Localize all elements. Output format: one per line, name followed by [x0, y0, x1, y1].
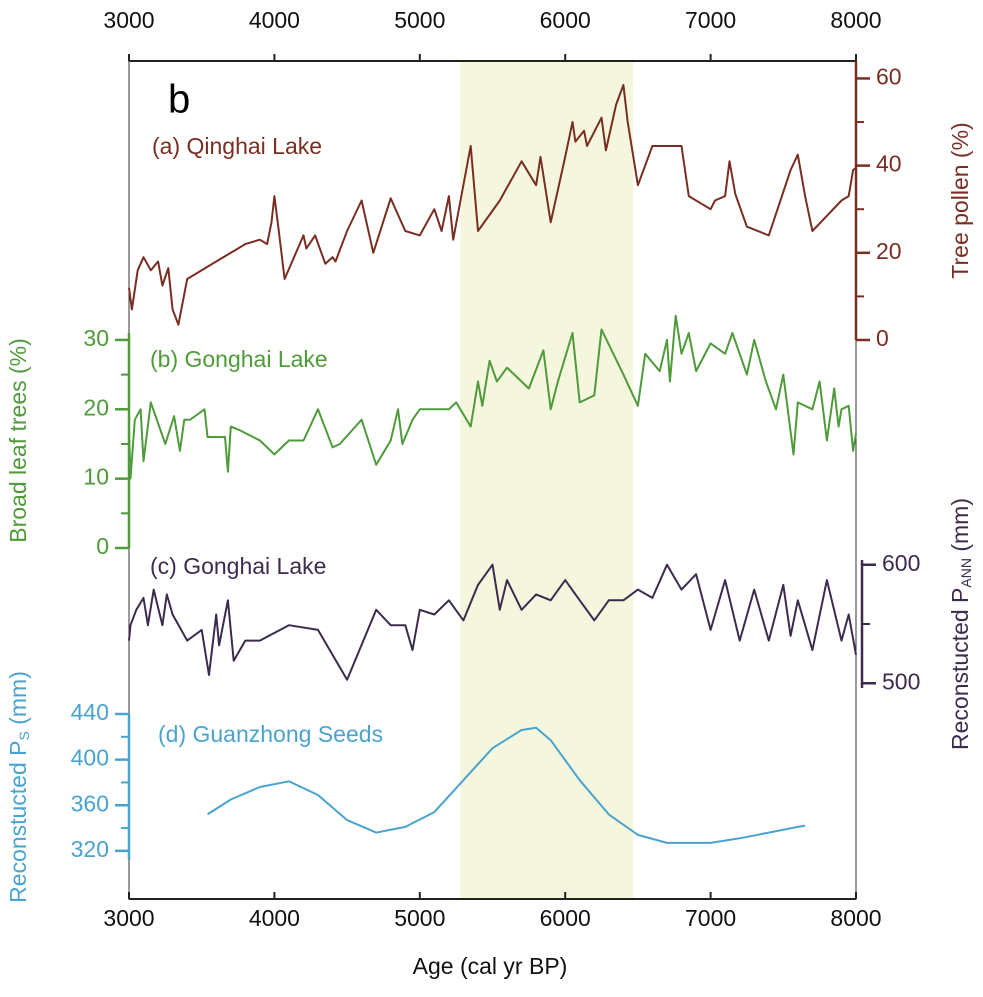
x-tick-label-bottom: 3000 — [103, 905, 154, 931]
x-tick-label-bottom: 7000 — [685, 905, 736, 931]
y-tick-label: 30 — [83, 325, 109, 351]
x-tick-label-bottom: 6000 — [540, 905, 591, 931]
x-tick-label-top: 5000 — [394, 7, 445, 33]
x-tick-label-bottom: 4000 — [249, 905, 300, 931]
y-axis-label: Reconstucted PANN (mm) — [947, 498, 974, 750]
y-axis-label-part: S — [16, 731, 32, 740]
y-tick-label: 10 — [83, 464, 109, 490]
series-label: (a) Qinghai Lake — [152, 133, 322, 159]
y-axis-label-part: (mm) — [947, 498, 973, 558]
y-tick-label: 360 — [71, 790, 109, 816]
y-tick-label: 40 — [876, 151, 902, 177]
y-tick-label: 320 — [71, 836, 109, 862]
x-tick-label-bottom: 5000 — [394, 905, 445, 931]
y-axis-label-part: Reconstucted P — [5, 741, 31, 903]
y-axis-label: Tree pollen (%) — [947, 122, 973, 278]
y-axis-label-part: ANN — [958, 558, 974, 588]
y-axis-label-part: Reconstucted P — [947, 588, 973, 750]
x-tick-label-top: 4000 — [249, 7, 300, 33]
series-line — [128, 563, 857, 681]
y-axis-label: Broad leaf trees (%) — [5, 338, 31, 543]
y-tick-label: 500 — [882, 668, 920, 694]
y-axis-label-part: Broad leaf trees (%) — [5, 338, 31, 543]
y-tick-label: 0 — [876, 325, 889, 351]
x-axis-label: Age (cal yr BP) — [413, 953, 568, 979]
y-axis-label-part: Tree pollen (%) — [947, 122, 973, 278]
x-tick-label-bottom: 8000 — [830, 905, 881, 931]
highlight-band — [460, 61, 634, 899]
y-axis-label-part: (mm) — [5, 671, 31, 731]
y-tick-label: 0 — [96, 533, 109, 559]
y-tick-label: 20 — [83, 394, 109, 420]
panel-label: b — [168, 78, 190, 122]
series-line — [128, 314, 857, 480]
x-tick-label-top: 6000 — [540, 7, 591, 33]
y-tick-label: 60 — [876, 64, 902, 90]
x-tick-label-top: 3000 — [103, 7, 154, 33]
y-axis-label: Reconstucted PS (mm) — [5, 671, 32, 903]
y-tick-label: 600 — [882, 550, 920, 576]
x-tick-label-top: 7000 — [685, 7, 736, 33]
series-label: (c) Gonghai Lake — [150, 553, 326, 579]
y-tick-label: 400 — [71, 745, 109, 771]
y-tick-label: 440 — [71, 699, 109, 725]
series-label: (b) Gonghai Lake — [150, 346, 328, 372]
series-line — [128, 84, 857, 326]
series-label: (d) Guanzhong Seeds — [158, 721, 383, 747]
y-tick-label: 20 — [876, 238, 902, 264]
series-line — [206, 726, 806, 844]
x-tick-label-top: 8000 — [830, 7, 881, 33]
